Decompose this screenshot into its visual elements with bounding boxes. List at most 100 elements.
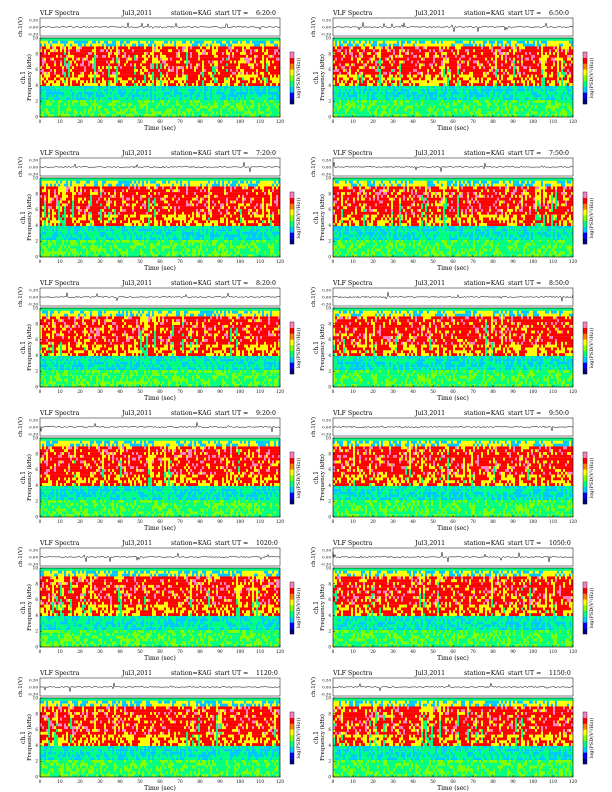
colorbar-swatch — [583, 587, 587, 594]
colorbar-swatch — [583, 717, 587, 724]
colorbar-swatch — [583, 628, 587, 635]
time-tick-label: 70 — [177, 519, 183, 524]
freq-tick-label: 10 — [33, 306, 39, 311]
time-xlabel: Time (sec) — [437, 525, 469, 532]
ts-tick-label: 0.30 — [322, 418, 331, 423]
time-tick-label: 60 — [450, 259, 456, 264]
panel-station: station=KAG — [171, 540, 212, 547]
spectrogram — [40, 38, 281, 118]
time-tick-label: 60 — [157, 649, 163, 654]
ts-tick-label: -0.30 — [321, 692, 332, 697]
colorbar — [582, 451, 588, 505]
time-tick-label: 60 — [450, 519, 456, 524]
panel-start-ut: 9:20:0 — [256, 410, 276, 417]
time-tick-label: 110 — [256, 649, 264, 654]
time-tick-label: 80 — [197, 259, 203, 264]
time-tick-label: 110 — [549, 779, 557, 784]
time-tick-label: 50 — [137, 389, 143, 394]
time-tick-label: 60 — [157, 119, 163, 124]
time-tick-label: 0 — [332, 779, 335, 784]
colorbar-swatch — [290, 339, 294, 346]
time-tick-label: 110 — [256, 519, 264, 524]
time-tick-label: 80 — [197, 779, 203, 784]
panel-date: Jul3,2011 — [121, 10, 152, 17]
freq-tick-label: 8 — [328, 51, 331, 56]
ts-tick-label: -0.30 — [28, 302, 39, 307]
time-tick-label: 60 — [450, 649, 456, 654]
ts-ylabel: ch.1(V) — [17, 287, 24, 307]
colorbar-swatch — [583, 712, 587, 718]
time-tick-label: 80 — [197, 119, 203, 124]
colorbar-label: log(PSD(V²/Hz)) — [295, 198, 302, 239]
colorbar-swatch — [290, 52, 294, 58]
ts-tick-label: 0.30 — [29, 158, 38, 163]
colorbar-swatch — [290, 752, 294, 759]
colorbar-swatch — [290, 486, 294, 493]
time-tick-label: 80 — [197, 649, 203, 654]
freq-tick-label: 6 — [328, 597, 331, 602]
freq-tick-label: 4 — [35, 483, 38, 488]
freq-tick-label: 0 — [35, 645, 38, 650]
panel-date: Jul3,2011 — [121, 280, 152, 287]
time-tick-label: 110 — [549, 649, 557, 654]
time-tick-label: 40 — [410, 389, 416, 394]
time-tick-label: 100 — [236, 779, 244, 784]
colorbar — [289, 191, 295, 245]
time-tick-label: 100 — [529, 259, 537, 264]
colorbar-swatch — [583, 339, 587, 346]
time-tick-label: 120 — [569, 649, 577, 654]
spec-ylabel-channel: ch.1 — [20, 601, 27, 614]
time-tick-label: 60 — [450, 779, 456, 784]
time-tick-label: 40 — [410, 259, 416, 264]
freq-tick-label: 2 — [328, 99, 331, 104]
panel-station: station=KAG — [464, 280, 505, 287]
colorbar-swatch — [583, 723, 587, 730]
time-tick-label: 20 — [370, 779, 376, 784]
time-tick-label: 50 — [430, 649, 436, 654]
time-tick-label: 50 — [430, 259, 436, 264]
time-tick-label: 50 — [137, 259, 143, 264]
freq-tick-label: 0 — [35, 255, 38, 260]
ts-tick-label: 0.30 — [322, 678, 331, 683]
time-tick-label: 30 — [390, 649, 396, 654]
time-tick-label: 0 — [39, 119, 42, 124]
colorbar-frame — [289, 191, 295, 245]
spec-ylabel-frequency: Frequency (kHz) — [26, 454, 33, 501]
spec-ylabel-channel: ch.1 — [313, 471, 320, 484]
colorbar — [289, 711, 295, 765]
colorbar — [582, 711, 588, 765]
colorbar-swatch — [290, 616, 294, 623]
timeseries-trace — [332, 552, 574, 563]
colorbar-swatch — [290, 582, 294, 588]
freq-tick-label: 8 — [35, 711, 38, 716]
spectrogram — [40, 178, 281, 258]
colorbar-swatch — [290, 599, 294, 606]
time-tick-label: 10 — [57, 389, 63, 394]
colorbar-swatch — [290, 226, 294, 233]
colorbar-swatch — [583, 215, 587, 222]
ts-tick-label: 0.30 — [29, 418, 38, 423]
colorbar-frame — [582, 711, 588, 765]
ts-tick-label: 0.00 — [29, 165, 38, 170]
colorbar-swatch — [290, 758, 294, 765]
time-tick-label: 30 — [390, 779, 396, 784]
time-tick-label: 10 — [57, 649, 63, 654]
colorbar-frame — [582, 451, 588, 505]
time-tick-label: 120 — [569, 519, 577, 524]
colorbar-swatch — [290, 192, 294, 198]
panel-start-prefix: start UT = — [215, 410, 248, 417]
freq-tick-label: 10 — [33, 696, 39, 701]
panel-start-prefix: start UT = — [508, 10, 541, 17]
time-xlabel: Time (sec) — [144, 265, 176, 272]
colorbar-swatch — [290, 610, 294, 617]
panel-4: VLF Spectra Jul3,2011 station=KAG start UT … — [310, 150, 595, 272]
panel-date: Jul3,2011 — [121, 540, 152, 547]
time-tick-label: 110 — [549, 119, 557, 124]
freq-tick-label: 6 — [35, 207, 38, 212]
time-tick-label: 10 — [57, 519, 63, 524]
colorbar-swatch — [290, 215, 294, 222]
ts-tick-label: -0.30 — [321, 172, 332, 177]
time-tick-label: 20 — [370, 649, 376, 654]
time-tick-label: 60 — [157, 519, 163, 524]
spec-ylabel-frequency: Frequency (kHz) — [319, 584, 326, 631]
